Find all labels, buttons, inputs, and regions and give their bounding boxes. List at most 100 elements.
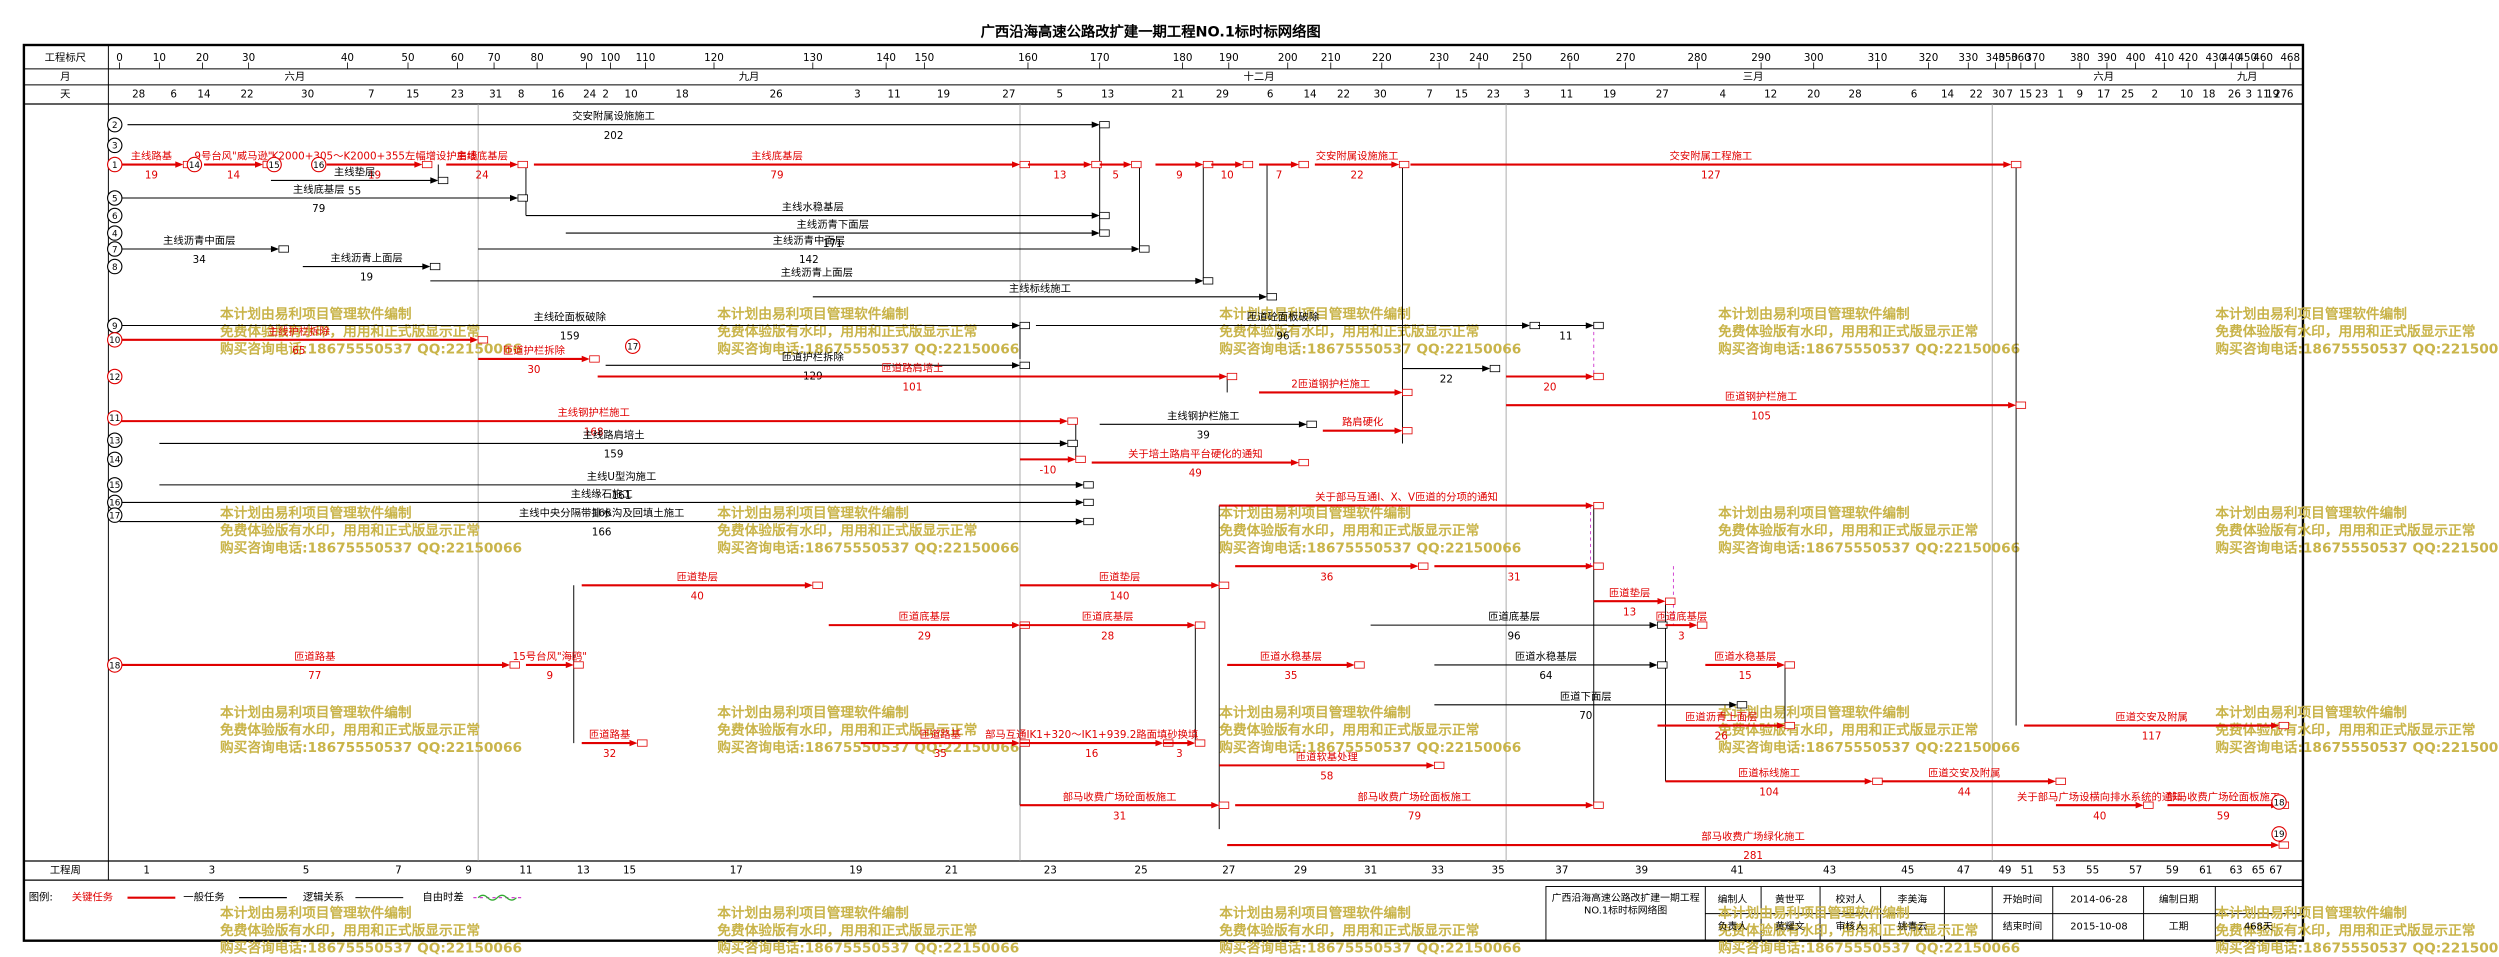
week: 15 (623, 865, 636, 877)
watermark: 本计划由易利项目管理软件编制 (717, 305, 909, 322)
task-duration: 22 (1350, 170, 1363, 182)
day: 28 (132, 88, 145, 100)
arrow-head (1585, 562, 1594, 570)
watermark: 购买咨询电话:18675550537 QQ:22150066 (1718, 940, 2020, 957)
task-name: 匝道砼面板破除 (1247, 311, 1320, 324)
event-node (2278, 721, 2290, 730)
task-name: 主线路肩培土 (583, 428, 645, 441)
info-cell: 2015-10-08 (2070, 921, 2127, 932)
event-node (1736, 701, 1748, 709)
week: 65 (2252, 865, 2265, 877)
scale-tick-label: 200 (1278, 52, 1298, 64)
node-label: 17 (109, 511, 120, 521)
watermark: 购买咨询电话:18675550537 QQ:22150066 (717, 340, 1019, 357)
event-node (1019, 361, 1030, 369)
node-label: 13 (109, 437, 120, 447)
task-duration: 59 (2217, 810, 2230, 822)
task-duration: 64 (1539, 670, 1552, 682)
scale-tick-label: 140 (876, 52, 896, 64)
arrow-head (1131, 245, 1140, 253)
scale-tick-label: 120 (704, 52, 724, 64)
watermark: 购买咨询电话:18675550537 QQ:22150066 (220, 739, 522, 756)
day: 13 (1101, 88, 1114, 100)
week: 39 (1635, 865, 1648, 877)
info-cell: 审核人 (1836, 919, 1866, 932)
node-label: 3 (112, 142, 118, 152)
event-node (1696, 621, 1708, 629)
arrow-head (1219, 373, 1228, 380)
task-duration: 40 (691, 590, 704, 602)
info-cell: 468天 (2244, 921, 2273, 932)
arrow-head (1091, 121, 1100, 128)
plan-name-cell: 广西沿海高速公路改扩建一期工程NO.1标时标网络图 (1552, 893, 1700, 917)
month: 六月 (2093, 71, 2114, 83)
task-duration: 77 (308, 670, 321, 682)
task-name: 主线钢护栏施工 (1167, 409, 1239, 422)
task-duration: 281 (1743, 850, 1763, 862)
task-duration: 127 (1701, 170, 1721, 182)
arrow-head (270, 245, 279, 253)
event-node (429, 262, 441, 271)
arrow-head (1187, 621, 1196, 629)
watermark: 本计划由易利项目管理软件编制 (717, 704, 909, 721)
task-duration: 101 (903, 382, 923, 394)
watermark: 本计划由易利项目管理软件编制 (1219, 305, 1411, 322)
task-name: 部马互通IK1+320～IK1+939.2路面填砂换填 (985, 728, 1198, 741)
task-name: 交安附属工程施工 (1670, 150, 1753, 163)
week: 7 (395, 865, 402, 877)
scale-tick-label: 130 (803, 52, 823, 64)
day: 6 (2287, 88, 2294, 100)
task-duration: 26 (1715, 731, 1728, 743)
node-label: 16 (109, 499, 121, 509)
watermark: 免费体验版有水印，用用和正式版显示正常 (717, 323, 977, 340)
day: 11 (888, 88, 901, 100)
node-label: 14 (189, 161, 201, 171)
node-label: 18 (109, 661, 120, 671)
scale-tick-label: 100 (601, 52, 621, 64)
week: 1 (143, 865, 150, 877)
scale-tick-label: 390 (2097, 52, 2117, 64)
task-duration: 34 (193, 254, 206, 266)
info-cell: 黄世平 (1775, 892, 1805, 905)
scale-tick-label: 270 (1616, 52, 1636, 64)
scale-tick-label: 0 (116, 52, 123, 64)
task-duration: 9 (547, 670, 554, 682)
arrow-head (1482, 365, 1491, 372)
task-duration: 35 (1284, 670, 1297, 682)
event-node (1872, 777, 1883, 785)
day: 23 (451, 88, 464, 100)
task-duration: 15 (1739, 670, 1752, 682)
scale-tick-label: 460 (2253, 52, 2273, 64)
task-duration: 117 (2142, 731, 2162, 743)
arrow-head (1012, 322, 1020, 329)
scale-tick-label: 340 (1986, 52, 2006, 64)
arrow-head (1067, 456, 1076, 463)
node (107, 225, 123, 241)
month: 九月 (739, 71, 760, 83)
node (311, 156, 327, 173)
task-name: 匝道垫层 (1099, 570, 1140, 583)
scale-tick-label: 400 (2126, 52, 2146, 64)
task-name: 部马收费广场砼面板施工 (1358, 790, 1472, 803)
event-node (2143, 801, 2154, 809)
day: 10 (625, 88, 638, 100)
watermark: 免费体验版有水印，用用和正式版显示正常 (220, 522, 480, 539)
legend-label: 自由时差 (422, 891, 463, 904)
arrow-head (1259, 293, 1268, 300)
watermark: 购买咨询电话:18675550537 QQ:22150066 (1219, 739, 1521, 756)
scale-tick-label: 320 (1919, 52, 1939, 64)
arrow-head (2135, 802, 2144, 809)
day: 11 (2257, 88, 2270, 100)
scale-tick-label: 210 (1321, 52, 1341, 64)
task-duration: 13 (1053, 170, 1066, 182)
watermark: 本计划由易利项目管理软件编制 (220, 305, 412, 322)
event-node (517, 160, 528, 169)
node-label: 2 (112, 121, 118, 131)
diagram-title: 广西沿海高速公路改扩建一期工程NO.1标时标网络图 (981, 22, 1321, 40)
watermark: 免费体验版有水印，用用和正式版显示正常 (1219, 522, 1479, 539)
week: 29 (1294, 865, 1307, 877)
scale-tick-label: 360 (2011, 52, 2031, 64)
watermark: 免费体验版有水印，用用和正式版显示正常 (1718, 922, 1978, 939)
watermark: 本计划由易利项目管理软件编制 (717, 505, 909, 522)
node (107, 451, 123, 468)
